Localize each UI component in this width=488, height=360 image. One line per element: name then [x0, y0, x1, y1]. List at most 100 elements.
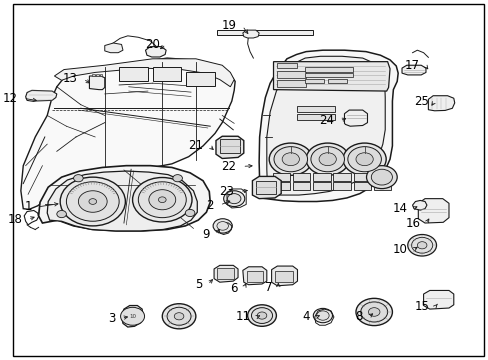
Circle shape [247, 305, 276, 326]
Polygon shape [412, 201, 426, 210]
Text: 14: 14 [391, 202, 407, 215]
Text: 19: 19 [221, 19, 236, 32]
Bar [353, 173, 370, 181]
Bar [186, 72, 215, 86]
Bar [277, 63, 296, 68]
Bar [272, 173, 290, 181]
Polygon shape [417, 199, 448, 223]
Circle shape [78, 191, 107, 212]
Text: 6: 6 [230, 282, 238, 295]
Text: 24: 24 [318, 114, 333, 127]
Circle shape [158, 197, 166, 203]
Text: 8: 8 [355, 310, 362, 324]
Polygon shape [145, 46, 166, 57]
Circle shape [89, 199, 97, 204]
Circle shape [162, 304, 196, 329]
Bar [274, 271, 293, 282]
Circle shape [269, 143, 312, 175]
Polygon shape [273, 62, 389, 91]
Bar [100, 74, 102, 76]
Bar [256, 181, 276, 194]
Text: 13: 13 [62, 72, 77, 85]
Bar [277, 80, 305, 87]
Circle shape [132, 177, 192, 222]
Text: 3: 3 [108, 311, 116, 325]
Bar [293, 173, 310, 181]
Bar [272, 182, 290, 190]
Circle shape [57, 211, 66, 218]
Bar [277, 71, 305, 78]
Text: 25: 25 [413, 95, 428, 108]
Text: 5: 5 [194, 278, 202, 291]
Circle shape [411, 237, 432, 253]
Polygon shape [214, 265, 238, 282]
Circle shape [282, 153, 299, 166]
Polygon shape [54, 59, 234, 87]
Text: 1: 1 [24, 201, 32, 213]
Bar [305, 73, 352, 77]
Text: 10: 10 [391, 243, 407, 256]
Circle shape [223, 191, 244, 207]
Polygon shape [89, 76, 104, 90]
Circle shape [138, 182, 186, 218]
Polygon shape [252, 176, 281, 199]
Circle shape [367, 308, 379, 316]
Text: 16: 16 [405, 217, 419, 230]
Circle shape [217, 222, 228, 230]
Circle shape [416, 242, 426, 249]
Circle shape [347, 147, 381, 172]
Bar [373, 182, 391, 190]
Bar [305, 79, 324, 83]
Circle shape [310, 147, 344, 172]
Polygon shape [216, 136, 244, 158]
Circle shape [343, 143, 386, 175]
Bar [373, 173, 391, 181]
Text: 12: 12 [2, 92, 18, 105]
Text: 9: 9 [202, 228, 209, 241]
Circle shape [313, 309, 332, 323]
Text: 17: 17 [404, 59, 418, 72]
Bar [217, 31, 313, 35]
Polygon shape [344, 110, 367, 126]
Circle shape [251, 308, 272, 323]
Circle shape [355, 153, 372, 166]
Circle shape [227, 194, 241, 204]
Text: 11: 11 [236, 310, 250, 324]
Text: 23: 23 [219, 185, 234, 198]
Circle shape [305, 143, 348, 175]
Bar [96, 74, 98, 76]
Text: 10: 10 [129, 314, 136, 319]
Bar [92, 74, 95, 76]
Polygon shape [243, 30, 259, 38]
Polygon shape [271, 266, 297, 286]
Text: 7: 7 [264, 281, 272, 294]
Bar [305, 67, 352, 72]
Circle shape [273, 147, 307, 172]
Text: 15: 15 [414, 300, 429, 313]
Circle shape [66, 182, 119, 221]
Polygon shape [243, 267, 266, 285]
Circle shape [213, 219, 232, 233]
Polygon shape [21, 58, 235, 210]
Polygon shape [104, 43, 122, 53]
Polygon shape [25, 90, 57, 101]
Polygon shape [259, 50, 397, 202]
Text: 18: 18 [7, 213, 22, 226]
Circle shape [257, 312, 266, 319]
Bar [152, 67, 181, 81]
Text: 22: 22 [221, 160, 236, 173]
Circle shape [167, 307, 191, 325]
Bar [296, 114, 334, 120]
Bar [293, 182, 310, 190]
Circle shape [318, 153, 336, 166]
Polygon shape [47, 171, 197, 231]
Circle shape [407, 234, 436, 256]
Circle shape [121, 307, 144, 325]
Bar [246, 271, 263, 282]
Circle shape [360, 302, 387, 322]
Text: 4: 4 [302, 310, 309, 324]
Polygon shape [427, 96, 454, 111]
Circle shape [185, 210, 195, 217]
Bar [333, 173, 350, 181]
Circle shape [370, 169, 391, 185]
